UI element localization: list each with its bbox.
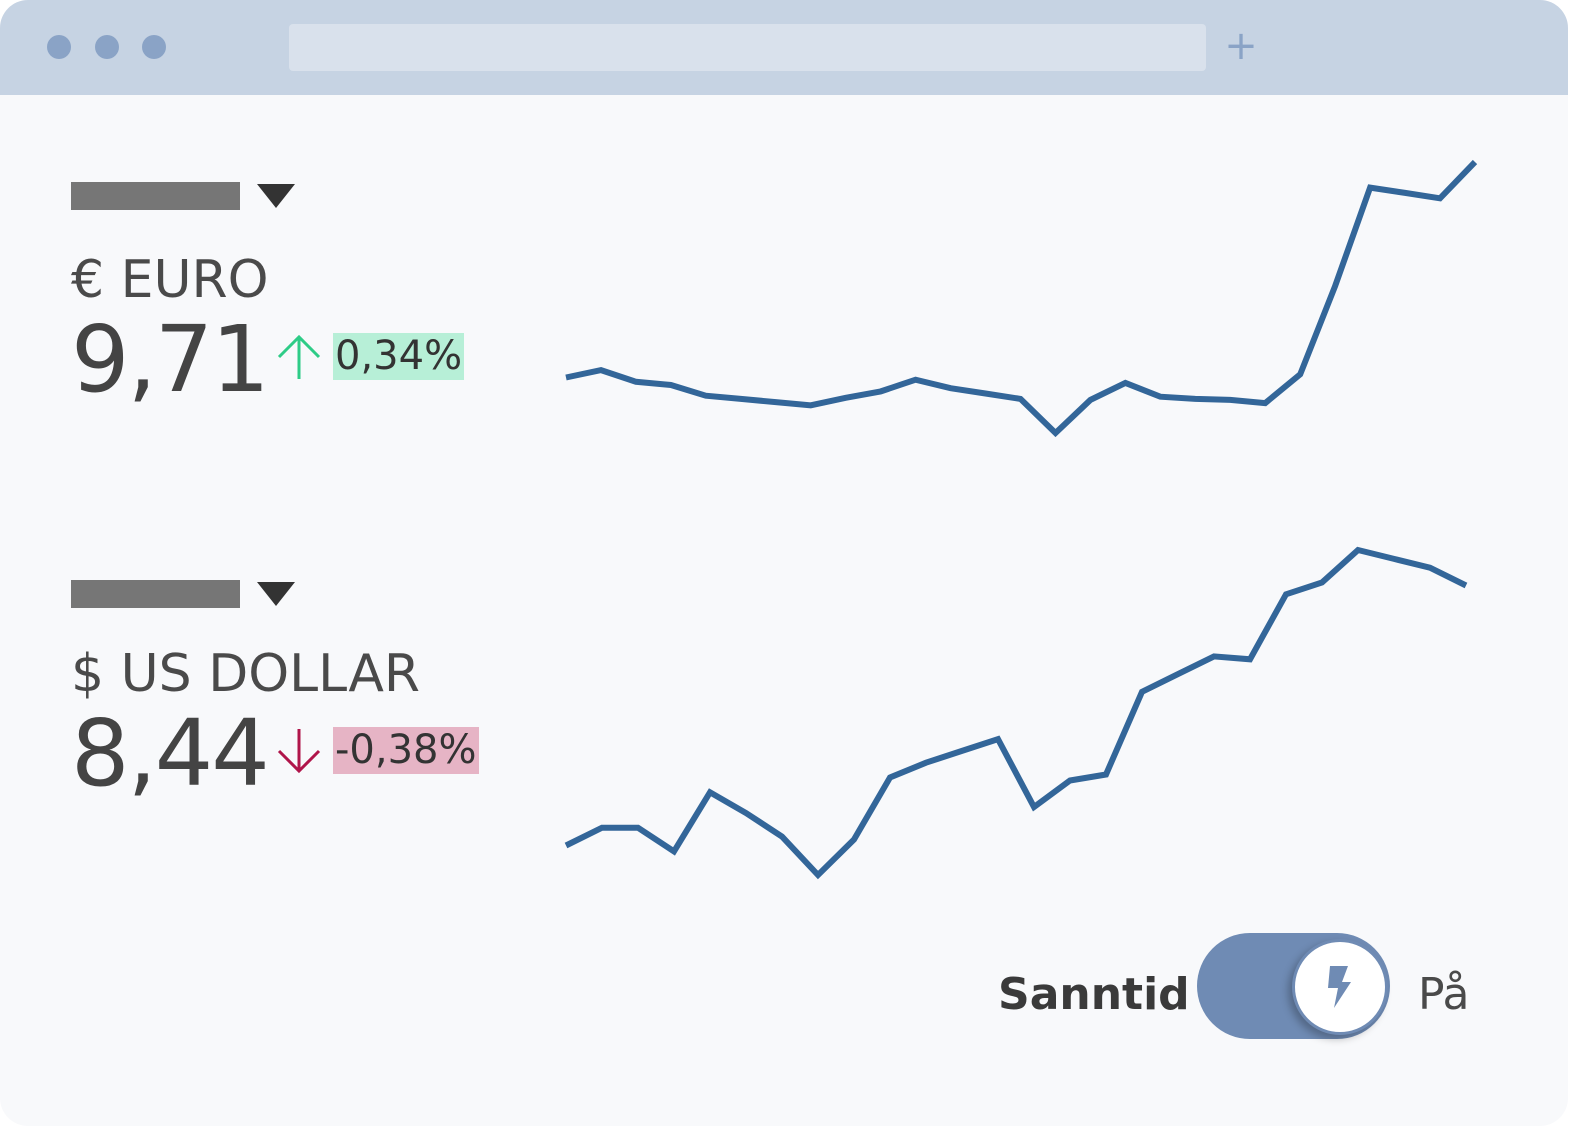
arrow-up-icon [277, 334, 321, 379]
currency-selector-placeholder[interactable] [71, 182, 240, 210]
title-bar: + [0, 0, 1568, 95]
dropdown-caret-icon[interactable] [257, 582, 295, 606]
currency-value: 9,71 [71, 306, 270, 413]
euro-sparkline [565, 159, 1478, 438]
currency-selector-placeholder[interactable] [71, 580, 240, 608]
change-badge: 0,34% [333, 333, 465, 380]
window-control-dot[interactable] [95, 35, 119, 59]
realtime-state-label: På [1418, 969, 1470, 1020]
plus-icon[interactable]: + [1224, 23, 1258, 69]
currency-name: € EURO [71, 250, 269, 310]
arrow-down-icon [277, 729, 321, 774]
lightning-bolt-icon [1328, 966, 1351, 1008]
currency-name: $ US DOLLAR [71, 644, 421, 704]
currency-value: 8,44 [71, 700, 270, 807]
realtime-label: Sanntid [998, 969, 1190, 1020]
usd-sparkline [564, 546, 1468, 880]
address-bar[interactable] [289, 24, 1206, 71]
window-control-dot[interactable] [47, 35, 71, 59]
change-badge: -0,38% [333, 727, 479, 774]
window-control-dot[interactable] [142, 35, 166, 59]
dropdown-caret-icon[interactable] [257, 184, 295, 208]
